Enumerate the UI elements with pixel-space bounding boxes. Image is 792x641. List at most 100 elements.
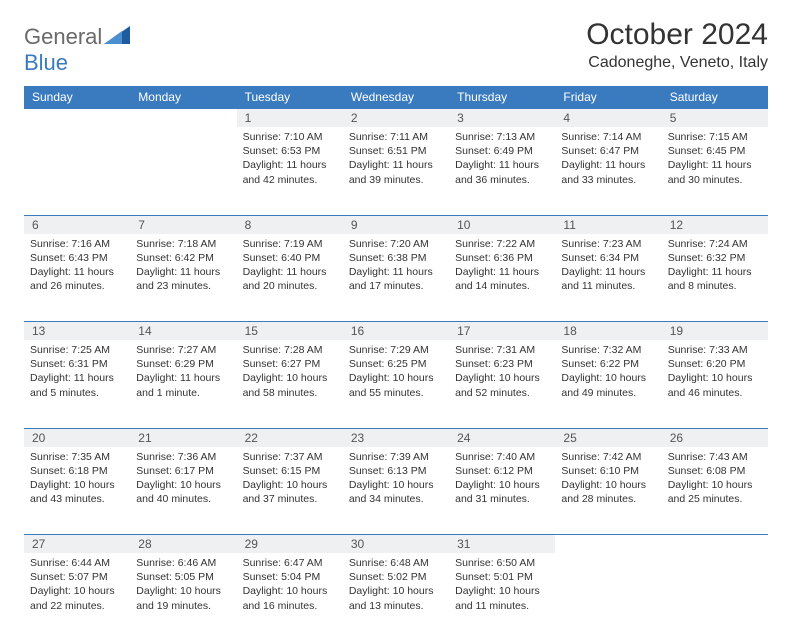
- sunrise-text: Sunrise: 7:19 AM: [243, 237, 337, 251]
- sunrise-text: Sunrise: 7:11 AM: [349, 130, 443, 144]
- day-content-cell: Sunrise: 7:43 AMSunset: 6:08 PMDaylight:…: [662, 447, 768, 535]
- day-content-cell: Sunrise: 7:10 AMSunset: 6:53 PMDaylight:…: [237, 127, 343, 215]
- sunrise-text: Sunrise: 7:10 AM: [243, 130, 337, 144]
- sunrise-text: Sunrise: 7:14 AM: [561, 130, 655, 144]
- daylight-text: Daylight: 10 hours and 13 minutes.: [349, 584, 443, 612]
- sunset-text: Sunset: 5:02 PM: [349, 570, 443, 584]
- sunset-text: Sunset: 6:32 PM: [668, 251, 762, 265]
- day-header: Sunday: [24, 86, 130, 109]
- day-info: Sunrise: 7:27 AMSunset: 6:29 PMDaylight:…: [130, 340, 236, 406]
- day-info: Sunrise: 7:43 AMSunset: 6:08 PMDaylight:…: [662, 447, 768, 513]
- sunset-text: Sunset: 6:45 PM: [668, 144, 762, 158]
- sunset-text: Sunset: 6:12 PM: [455, 464, 549, 478]
- day-content-cell: Sunrise: 7:31 AMSunset: 6:23 PMDaylight:…: [449, 340, 555, 428]
- day-number-cell: 16: [343, 322, 449, 341]
- day-info: Sunrise: 7:25 AMSunset: 6:31 PMDaylight:…: [24, 340, 130, 406]
- day-info: Sunrise: 6:44 AMSunset: 5:07 PMDaylight:…: [24, 553, 130, 619]
- day-info: Sunrise: 6:46 AMSunset: 5:05 PMDaylight:…: [130, 553, 236, 619]
- day-info: Sunrise: 7:11 AMSunset: 6:51 PMDaylight:…: [343, 127, 449, 193]
- day-content-cell: Sunrise: 7:28 AMSunset: 6:27 PMDaylight:…: [237, 340, 343, 428]
- sunset-text: Sunset: 6:22 PM: [561, 357, 655, 371]
- sunset-text: Sunset: 6:29 PM: [136, 357, 230, 371]
- sunset-text: Sunset: 6:34 PM: [561, 251, 655, 265]
- sunset-text: Sunset: 5:07 PM: [30, 570, 124, 584]
- sunset-text: Sunset: 6:20 PM: [668, 357, 762, 371]
- daylight-text: Daylight: 11 hours and 36 minutes.: [455, 158, 549, 186]
- day-number-cell: 28: [130, 535, 236, 554]
- day-content-cell: Sunrise: 6:47 AMSunset: 5:04 PMDaylight:…: [237, 553, 343, 641]
- day-content-cell: Sunrise: 7:40 AMSunset: 6:12 PMDaylight:…: [449, 447, 555, 535]
- sunrise-text: Sunrise: 7:40 AM: [455, 450, 549, 464]
- day-content-cell: Sunrise: 7:15 AMSunset: 6:45 PMDaylight:…: [662, 127, 768, 215]
- day-content-row: Sunrise: 7:16 AMSunset: 6:43 PM Daylight:…: [24, 234, 768, 322]
- daylight-text: Daylight: 10 hours and 16 minutes.: [243, 584, 337, 612]
- sunset-text: Sunset: 6:15 PM: [243, 464, 337, 478]
- daylight-text: Daylight: 10 hours and 55 minutes.: [349, 371, 443, 399]
- sunset-text: Sunset: 6:51 PM: [349, 144, 443, 158]
- sunset-text: Sunset: 6:49 PM: [455, 144, 549, 158]
- daylight-text: Daylight: 11 hours and 33 minutes.: [561, 158, 655, 186]
- day-number-cell: 6: [24, 215, 130, 234]
- daynum-row: 12345: [24, 109, 768, 128]
- day-content-cell: Sunrise: 7:16 AMSunset: 6:43 PMDaylight:…: [24, 234, 130, 322]
- day-info: Sunrise: 7:35 AMSunset: 6:18 PMDaylight:…: [24, 447, 130, 513]
- logo-triangle-icon: [104, 26, 130, 44]
- daylight-text: Daylight: 11 hours and 20 minutes.: [243, 265, 337, 293]
- day-content-row: Sunrise: 7:35 AMSunset: 6:18 PMDaylight:…: [24, 447, 768, 535]
- daynum-row: 2728293031: [24, 535, 768, 554]
- daynum-row: 6789101112: [24, 215, 768, 234]
- day-info: Sunrise: 6:50 AMSunset: 5:01 PMDaylight:…: [449, 553, 555, 619]
- sunset-text: Sunset: 6:40 PM: [243, 251, 337, 265]
- sunset-text: Sunset: 6:38 PM: [349, 251, 443, 265]
- daynum-row: 13141516171819: [24, 322, 768, 341]
- day-header: Monday: [130, 86, 236, 109]
- day-info: Sunrise: 7:33 AMSunset: 6:20 PMDaylight:…: [662, 340, 768, 406]
- day-content-cell: Sunrise: 7:42 AMSunset: 6:10 PMDaylight:…: [555, 447, 661, 535]
- sunset-text: Sunset: 6:08 PM: [668, 464, 762, 478]
- daylight-text: Daylight: 10 hours and 28 minutes.: [561, 478, 655, 506]
- day-number-cell: 8: [237, 215, 343, 234]
- day-content-cell: Sunrise: 7:36 AMSunset: 6:17 PMDaylight:…: [130, 447, 236, 535]
- logo: General Blue: [24, 24, 130, 76]
- day-info: Sunrise: 6:47 AMSunset: 5:04 PMDaylight:…: [237, 553, 343, 619]
- sunrise-text: Sunrise: 7:23 AM: [561, 237, 655, 251]
- daylight-text: Daylight: 10 hours and 43 minutes.: [30, 478, 124, 506]
- sunrise-text: Sunrise: 7:42 AM: [561, 450, 655, 464]
- day-content-cell: Sunrise: 6:44 AMSunset: 5:07 PMDaylight:…: [24, 553, 130, 641]
- daylight-text: Daylight: 11 hours and 11 minutes.: [561, 265, 655, 293]
- sunrise-text: Sunrise: 6:47 AM: [243, 556, 337, 570]
- daylight-text: Daylight: 11 hours and 5 minutes.: [30, 371, 124, 399]
- sunrise-text: Sunrise: 7:35 AM: [30, 450, 124, 464]
- sunrise-text: Sunrise: 7:16 AM: [30, 237, 124, 251]
- day-header: Thursday: [449, 86, 555, 109]
- day-info: Sunrise: 7:13 AMSunset: 6:49 PMDaylight:…: [449, 127, 555, 193]
- calendar-header-row: SundayMondayTuesdayWednesdayThursdayFrid…: [24, 86, 768, 109]
- sunrise-text: Sunrise: 7:15 AM: [668, 130, 762, 144]
- day-info: Sunrise: 7:10 AMSunset: 6:53 PMDaylight:…: [237, 127, 343, 193]
- sunrise-text: Sunrise: 7:29 AM: [349, 343, 443, 357]
- daylight-text: Daylight: 10 hours and 22 minutes.: [30, 584, 124, 612]
- day-number-cell: [555, 535, 661, 554]
- day-content-cell: Sunrise: 6:50 AMSunset: 5:01 PMDaylight:…: [449, 553, 555, 641]
- day-number-cell: 15: [237, 322, 343, 341]
- sunset-text: Sunset: 6:42 PM: [136, 251, 230, 265]
- month-title: October 2024: [586, 18, 768, 52]
- day-number-cell: 31: [449, 535, 555, 554]
- sunset-text: Sunset: 6:43 PM: [30, 251, 124, 265]
- day-content-cell: Sunrise: 7:23 AMSunset: 6:34 PMDaylight:…: [555, 234, 661, 322]
- sunrise-text: Sunrise: 7:28 AM: [243, 343, 337, 357]
- sunrise-text: Sunrise: 7:33 AM: [668, 343, 762, 357]
- day-content-cell: Sunrise: 7:35 AMSunset: 6:18 PMDaylight:…: [24, 447, 130, 535]
- calendar-table: SundayMondayTuesdayWednesdayThursdayFrid…: [24, 86, 768, 641]
- day-number-cell: 4: [555, 109, 661, 128]
- day-content-cell: Sunrise: 7:22 AMSunset: 6:36 PMDaylight:…: [449, 234, 555, 322]
- daylight-text: Daylight: 10 hours and 25 minutes.: [668, 478, 762, 506]
- day-number-cell: 12: [662, 215, 768, 234]
- day-content-cell: Sunrise: 7:11 AMSunset: 6:51 PMDaylight:…: [343, 127, 449, 215]
- sunrise-text: Sunrise: 7:36 AM: [136, 450, 230, 464]
- day-content-cell: Sunrise: 7:27 AMSunset: 6:29 PMDaylight:…: [130, 340, 236, 428]
- daylight-text: Daylight: 11 hours and 1 minute.: [136, 371, 230, 399]
- day-number-cell: [662, 535, 768, 554]
- day-number-cell: 25: [555, 428, 661, 447]
- daylight-text: Daylight: 10 hours and 11 minutes.: [455, 584, 549, 612]
